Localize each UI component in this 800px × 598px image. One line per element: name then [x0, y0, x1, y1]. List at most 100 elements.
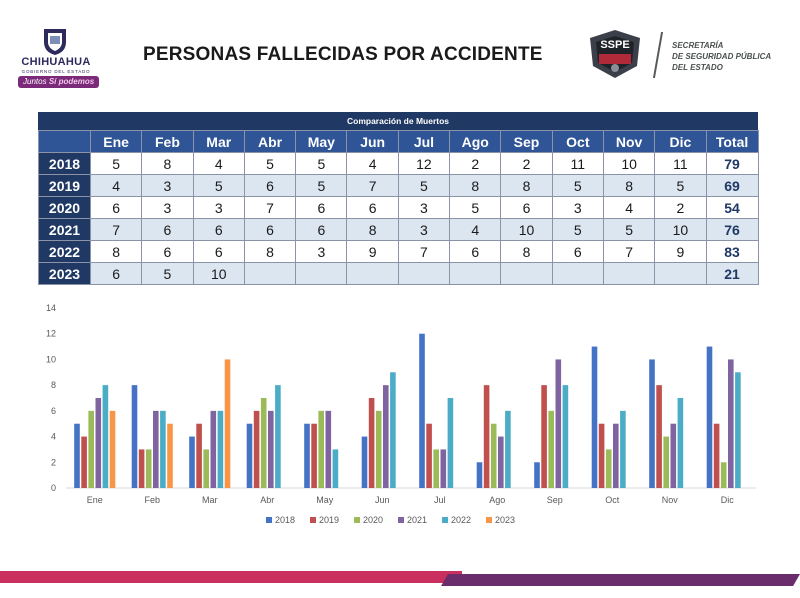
table-cell: 3 — [141, 174, 194, 197]
bar-2019-Nov — [656, 385, 662, 488]
sspe-emblem-icon — [590, 30, 640, 78]
table-cell: 5 — [551, 218, 604, 241]
table-cell: 6 — [243, 218, 297, 241]
x-tick-label: Nov — [662, 495, 679, 505]
table-cell: 6 — [89, 196, 143, 219]
table-total-cell: 69 — [705, 174, 759, 197]
x-tick-label: Jun — [375, 495, 390, 505]
bar-2022-Nov — [677, 398, 684, 488]
y-tick-label: 10 — [46, 354, 56, 364]
legend-label: 2019 — [319, 515, 339, 525]
secretaria-line-1: SECRETARÍA — [672, 41, 724, 50]
bar-2019-Abr — [253, 410, 260, 488]
table-cell: 2 — [654, 196, 707, 219]
y-tick-label: 0 — [51, 483, 56, 493]
slogan-part-a: Juntos — [23, 77, 47, 86]
x-tick-label: Mar — [202, 495, 218, 505]
table-cell: 7 — [346, 174, 399, 197]
bar-2021-Abr — [268, 410, 274, 488]
table-cell: 7 — [602, 240, 656, 263]
comparison-table: Ene Feb Mar Abr May Jun Jul Ago Sep Oct Nov Dic Tota… — [38, 130, 759, 285]
bar-2019-May — [311, 423, 317, 488]
table-cell: 4 — [89, 174, 143, 197]
y-tick-label: 4 — [51, 432, 56, 442]
table-cell: 6 — [192, 240, 245, 263]
table-row: 2020 6 3 3 7 6 6 3 5 6 3 4 2 54 — [38, 196, 759, 219]
table-header-cell: Nov — [602, 130, 656, 153]
table-cell: 3 — [551, 196, 604, 219]
table-header-row: Ene Feb Mar Abr May Jun Jul Ago Sep Oct Nov Dic Tota… — [38, 130, 759, 153]
table-cell: 6 — [192, 218, 245, 241]
table-cell — [551, 262, 604, 285]
bar-2022-May — [332, 449, 339, 488]
bar-2018-Jun — [361, 436, 368, 488]
table-cell — [397, 262, 451, 285]
table-cell: 3 — [397, 218, 451, 241]
table-cell: 8 — [243, 240, 297, 263]
bar-2019-Jun — [368, 398, 375, 488]
bar-2021-Ago — [498, 436, 504, 488]
y-tick-label: 12 — [46, 329, 56, 339]
bar-2020-May — [318, 410, 324, 488]
table-cell: 5 — [243, 152, 297, 175]
bar-2018-Abr — [246, 423, 253, 488]
table-cell: 6 — [141, 218, 194, 241]
table-header-cell: Feb — [141, 130, 194, 153]
table-header-cell: Oct — [551, 130, 604, 153]
logo-state-name: CHIHUAHUA — [21, 56, 91, 68]
bar-2021-Nov — [670, 423, 677, 488]
table-cell — [346, 262, 399, 285]
bar-2019-Feb — [138, 449, 145, 488]
bar-2018-Mar — [189, 436, 195, 488]
table-cell: 6 — [449, 240, 502, 263]
table-cell: 6 — [500, 196, 553, 219]
table-header-cell: May — [295, 130, 348, 153]
legend-swatch-2020 — [354, 517, 360, 523]
table-corner-cell — [38, 130, 91, 153]
bar-2020-Ago — [490, 423, 497, 488]
legend-label: 2023 — [495, 515, 515, 525]
table-cell: 6 — [551, 240, 604, 263]
legend-swatch-2023 — [486, 517, 492, 523]
table-cell: 7 — [89, 218, 143, 241]
table-cell: 5 — [602, 218, 656, 241]
table-cell — [500, 262, 553, 285]
secretaria-text: SECRETARÍA DE SEGURIDAD PÚBLICA DEL ESTA… — [672, 40, 796, 73]
bar-2020-Oct — [605, 449, 612, 488]
bar-2019-Jul — [426, 423, 432, 488]
bar-2023-Mar — [224, 359, 231, 488]
y-tick-label: 6 — [51, 406, 56, 416]
bar-2020-Jul — [433, 449, 439, 488]
table-header-cell: Total — [705, 130, 759, 153]
table-cell: 4 — [192, 152, 245, 175]
table-total-cell: 76 — [705, 218, 759, 241]
bar-2022-Jun — [390, 372, 396, 488]
table-header-cell: Sep — [500, 130, 553, 153]
table-year-cell: 2021 — [38, 218, 91, 241]
legend-swatch-2018 — [266, 517, 272, 523]
table-cell: 4 — [449, 218, 502, 241]
table-cell: 9 — [346, 240, 399, 263]
logo-slogan: Juntos Sí podemos — [18, 76, 100, 88]
table-cell: 8 — [141, 152, 194, 175]
table-year-cell: 2018 — [38, 152, 91, 175]
table-total-cell: 79 — [705, 152, 759, 175]
legend-swatch-2019 — [310, 517, 316, 523]
table-total-cell: 21 — [705, 262, 759, 285]
deaths-table: Comparación de Muertos Ene Feb Mar Abr May Ju… — [38, 112, 759, 285]
table-cell — [243, 262, 297, 285]
table-header-cell: Dic — [654, 130, 707, 153]
bar-2021-Jun — [383, 385, 389, 488]
bar-2020-Mar — [203, 449, 209, 488]
bar-2019-Sep — [541, 385, 547, 488]
table-cell: 7 — [397, 240, 451, 263]
table-cell: 3 — [295, 240, 348, 263]
table-cell: 8 — [500, 174, 553, 197]
bar-2022-Abr — [275, 385, 281, 488]
table-cell: 5 — [397, 174, 451, 197]
y-tick-label: 8 — [51, 380, 56, 390]
table-header-cell: Jun — [346, 130, 399, 153]
bar-2019-Mar — [196, 423, 202, 488]
bar-2018-Feb — [131, 385, 138, 488]
table-cell: 10 — [654, 218, 707, 241]
